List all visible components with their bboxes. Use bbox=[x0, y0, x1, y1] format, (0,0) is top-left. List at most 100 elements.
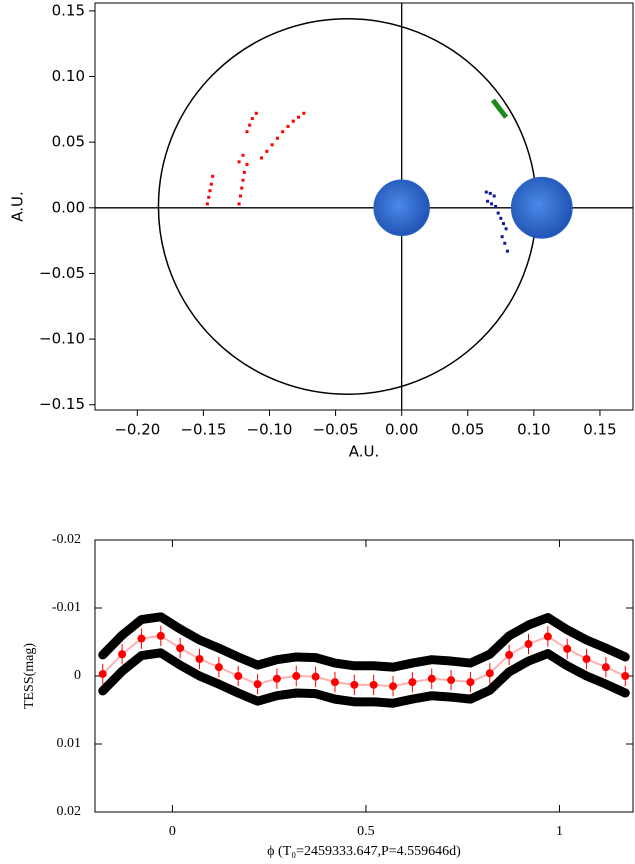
point bbox=[496, 211, 500, 215]
y-axis-label: TESS(mag) bbox=[22, 643, 37, 709]
y-tick-label: 0.10 bbox=[52, 67, 85, 85]
point bbox=[543, 632, 552, 641]
point bbox=[302, 111, 306, 115]
y-tick-label: 0.00 bbox=[52, 198, 85, 216]
y-tick-label: 0.02 bbox=[57, 804, 82, 819]
point bbox=[207, 195, 211, 199]
point bbox=[248, 123, 252, 127]
y-tick-label: −0.10 bbox=[39, 330, 85, 348]
point bbox=[118, 650, 127, 659]
point bbox=[524, 640, 533, 649]
point bbox=[245, 162, 249, 166]
x-tick-label: 1 bbox=[556, 824, 563, 839]
point bbox=[505, 650, 514, 659]
x-tick-label: 0.5 bbox=[357, 824, 375, 839]
point bbox=[291, 119, 295, 123]
point bbox=[195, 655, 204, 663]
body bbox=[510, 176, 573, 239]
point bbox=[211, 174, 215, 178]
point bbox=[494, 205, 498, 208]
point bbox=[297, 115, 301, 119]
x-axis-label: ϕ (T₀=2459333.647,P=4.559646d) bbox=[267, 844, 461, 859]
x-tick-label: −0.15 bbox=[180, 421, 226, 439]
point bbox=[237, 160, 241, 164]
point bbox=[286, 124, 290, 128]
point bbox=[488, 191, 492, 195]
trend-line bbox=[102, 634, 626, 688]
band bbox=[98, 612, 630, 672]
point bbox=[238, 194, 242, 198]
x-tick-label: −0.10 bbox=[247, 421, 293, 439]
body bbox=[373, 179, 430, 237]
y-tick-label: -0.02 bbox=[52, 532, 81, 547]
band bbox=[98, 648, 630, 708]
point bbox=[260, 156, 264, 160]
point bbox=[582, 655, 591, 663]
y-tick-label: 0 bbox=[74, 668, 81, 683]
y-tick-label: 0.05 bbox=[52, 133, 85, 151]
x-tick-label: −0.05 bbox=[313, 421, 359, 439]
point bbox=[281, 130, 285, 134]
segment bbox=[490, 98, 509, 119]
point bbox=[500, 235, 504, 239]
point bbox=[242, 170, 246, 174]
point bbox=[369, 680, 378, 689]
orbit-circle bbox=[157, 18, 538, 395]
lightcurve-panel: 0 0.5 1 -0.02 -0.01 0 0.01 0.02 ϕ (T₀=2459333.64… bbox=[22, 532, 634, 859]
point bbox=[492, 194, 496, 198]
y-tick-label: 0.01 bbox=[57, 736, 82, 751]
point bbox=[330, 678, 339, 687]
point bbox=[250, 117, 254, 121]
point bbox=[563, 644, 572, 653]
x-tick-label: 0 bbox=[169, 824, 176, 839]
point bbox=[156, 631, 165, 640]
y-tick-label: −0.05 bbox=[39, 264, 85, 282]
x-tick-label: 0.15 bbox=[583, 421, 616, 439]
point bbox=[490, 202, 494, 206]
point bbox=[240, 186, 244, 190]
point bbox=[447, 676, 456, 685]
point bbox=[270, 143, 274, 147]
point bbox=[389, 682, 398, 691]
point bbox=[484, 190, 488, 194]
point bbox=[505, 249, 509, 253]
point bbox=[499, 216, 503, 220]
point bbox=[466, 678, 475, 687]
y-tick-label: -0.01 bbox=[52, 600, 81, 615]
point bbox=[503, 241, 507, 245]
point bbox=[137, 634, 146, 643]
point bbox=[208, 189, 212, 193]
y-tick-label: −0.15 bbox=[39, 395, 85, 413]
point bbox=[601, 663, 610, 672]
point bbox=[621, 672, 630, 680]
point bbox=[427, 674, 436, 683]
x-tick-label: −0.20 bbox=[114, 421, 160, 439]
point bbox=[254, 111, 258, 115]
point bbox=[292, 672, 301, 680]
point bbox=[311, 672, 320, 681]
point bbox=[241, 178, 245, 182]
point bbox=[241, 153, 245, 157]
orbit-panel: −0.20 −0.15 −0.10 −0.05 0.00 0.05 0.10 0.15 −0.1… bbox=[9, 1, 634, 461]
point bbox=[504, 227, 508, 231]
point bbox=[501, 222, 505, 226]
point bbox=[98, 669, 107, 678]
point bbox=[350, 680, 359, 689]
point bbox=[265, 149, 269, 153]
point bbox=[486, 199, 490, 203]
point bbox=[245, 130, 249, 134]
point bbox=[253, 680, 262, 689]
point bbox=[214, 663, 223, 672]
point bbox=[234, 672, 243, 680]
x-tick-label: 0.00 bbox=[385, 421, 418, 439]
point bbox=[205, 202, 209, 206]
plot-frame bbox=[94, 2, 634, 411]
point bbox=[237, 202, 241, 206]
y-tick-label: 0.15 bbox=[52, 1, 85, 19]
plot-frame bbox=[94, 539, 634, 813]
point bbox=[275, 136, 279, 140]
point bbox=[176, 644, 185, 653]
x-axis-label: A.U. bbox=[349, 443, 380, 461]
point bbox=[272, 674, 281, 683]
